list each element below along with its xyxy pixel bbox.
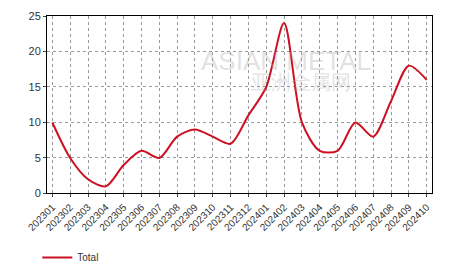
svg-text:202306: 202306 [115,201,147,233]
svg-text:亚洲金属网: 亚洲金属网 [251,71,351,93]
svg-text:202312: 202312 [222,201,254,233]
svg-text:202305: 202305 [97,201,129,233]
svg-text:202301: 202301 [26,201,58,233]
svg-text:202304: 202304 [79,201,111,233]
svg-text:202406: 202406 [329,201,361,233]
svg-text:202307: 202307 [133,201,165,233]
svg-text:202407: 202407 [347,201,379,233]
svg-text:Total: Total [77,252,98,263]
svg-text:202303: 202303 [62,201,94,233]
svg-text:10: 10 [29,116,41,128]
svg-text:202402: 202402 [258,201,290,233]
svg-text:202404: 202404 [293,201,325,233]
svg-text:15: 15 [29,81,41,93]
svg-text:202311: 202311 [205,201,236,232]
svg-text:ASIAN METAL: ASIAN METAL [201,46,371,76]
svg-text:202408: 202408 [365,201,397,233]
svg-text:202410: 202410 [400,201,432,233]
svg-text:5: 5 [35,152,41,164]
svg-text:202405: 202405 [311,201,343,233]
svg-text:202403: 202403 [275,201,307,233]
svg-text:202309: 202309 [169,201,201,233]
svg-text:202308: 202308 [151,201,183,233]
svg-text:202310: 202310 [186,201,218,233]
svg-text:20: 20 [29,45,41,57]
svg-text:202401: 202401 [240,201,272,233]
svg-text:202409: 202409 [382,201,414,233]
svg-text:202302: 202302 [44,201,76,233]
svg-text:0: 0 [35,187,41,199]
svg-text:25: 25 [29,10,41,22]
